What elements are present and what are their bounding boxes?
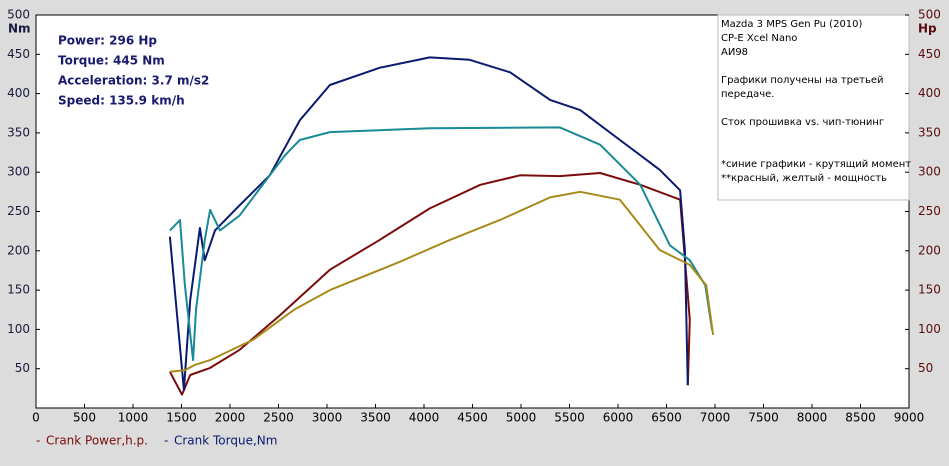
info-line: Сток прошивка vs. чип-тюнинг	[721, 117, 884, 128]
stat-label: Torque: 445 Nm	[58, 54, 165, 68]
series-line	[169, 172, 691, 396]
info-line: АИ98	[721, 47, 748, 58]
x-tick-label: 5500	[554, 411, 585, 425]
y-tick-label: 450	[7, 47, 30, 61]
series-line	[169, 190, 715, 373]
x-tick-label: 3500	[360, 411, 391, 425]
x-tick-label: 8000	[797, 411, 828, 425]
legend-label: Crank Torque,Nm	[174, 434, 277, 448]
series-line	[168, 56, 689, 391]
x-tick-label: 0	[32, 411, 40, 425]
y2-tick-label: 400	[918, 86, 941, 100]
legend-label: Crank Power,h.p.	[46, 434, 148, 448]
stat-label: Speed: 135.9 km/h	[58, 94, 185, 108]
y-tick-label: 100	[7, 322, 30, 336]
info-line: Графики получены на третьей	[721, 75, 884, 86]
y2-tick-label: 50	[918, 361, 933, 375]
x-tick-label: 7500	[748, 411, 779, 425]
x-tick-label: 6000	[603, 411, 634, 425]
stat-label: Acceleration: 3.7 m/s2	[58, 74, 209, 88]
x-tick-label: 7000	[700, 411, 731, 425]
legend-dash: -	[164, 434, 168, 448]
y-tick-label: 500	[7, 8, 30, 22]
info-line: Mazda 3 MPS Gen Pu (2010)	[721, 19, 863, 30]
info-box	[717, 14, 910, 201]
y2-tick-label: 500	[918, 8, 941, 22]
y2-tick-label: 300	[918, 165, 941, 179]
x-tick-label: 1000	[118, 411, 149, 425]
y-axis-unit: Nm	[8, 22, 31, 36]
x-tick-label: 500	[73, 411, 96, 425]
series-line	[169, 126, 714, 362]
x-tick-label: 1500	[166, 411, 197, 425]
info-line: *синие графики - крутящий момент	[721, 159, 911, 170]
legend-dash: -	[36, 434, 40, 448]
x-tick-label: 4000	[409, 411, 440, 425]
x-tick-label: 3000	[312, 411, 343, 425]
info-line: передаче.	[721, 89, 774, 100]
y-tick-label: 200	[7, 243, 30, 257]
y2-axis-unit: Hp	[918, 22, 937, 36]
y2-tick-label: 450	[918, 47, 941, 61]
x-tick-label: 5000	[506, 411, 537, 425]
y2-tick-label: 100	[918, 322, 941, 336]
info-line: **красный, желтый - мощность	[721, 173, 887, 184]
x-tick-label: 2000	[215, 411, 246, 425]
x-tick-label: 9000	[894, 411, 925, 425]
y-tick-label: 300	[7, 165, 30, 179]
y2-tick-label: 150	[918, 283, 941, 297]
stat-label: Power: 296 Hp	[58, 34, 157, 48]
y-tick-label: 250	[7, 204, 30, 218]
y2-tick-label: 250	[918, 204, 941, 218]
x-tick-label: 2500	[263, 411, 294, 425]
y-tick-label: 350	[7, 125, 30, 139]
x-tick-label: 4500	[457, 411, 488, 425]
y2-tick-label: 350	[918, 125, 941, 139]
y-tick-label: 150	[7, 283, 30, 297]
y-tick-label: 400	[7, 86, 30, 100]
x-tick-label: 6500	[651, 411, 682, 425]
x-tick-label: 8500	[845, 411, 876, 425]
y-tick-label: 50	[15, 361, 30, 375]
y2-tick-label: 200	[918, 243, 941, 257]
info-line: CP-E Xcel Nano	[721, 33, 797, 44]
